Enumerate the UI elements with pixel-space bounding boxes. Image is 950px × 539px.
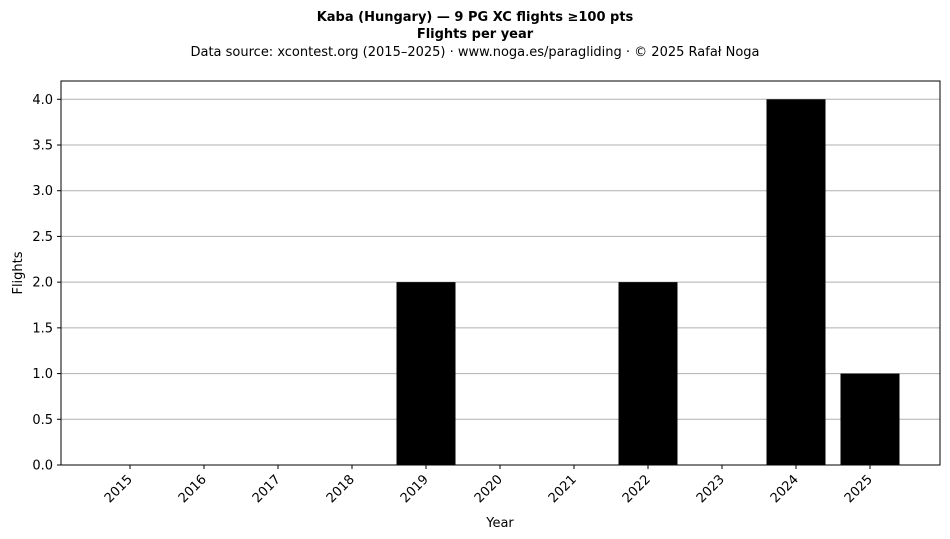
chart-source-note: Data source: xcontest.org (2015–2025) · … (190, 45, 759, 60)
y-tick-label: 3.0 (32, 184, 53, 199)
grid-lines (61, 98, 940, 420)
y-tick-label: 1.5 (32, 321, 53, 336)
y-tick-label: 3.5 (32, 139, 53, 154)
x-tick-label: 2022 (620, 472, 654, 506)
x-tick-label: 2018 (324, 472, 358, 506)
x-tick-label: 2020 (472, 472, 506, 506)
x-tick-label: 2025 (842, 472, 876, 506)
y-axis-label: Flights (11, 251, 26, 294)
x-tick-label: 2016 (176, 472, 210, 506)
x-tick-label: 2024 (768, 472, 802, 506)
bar-2025 (840, 373, 900, 465)
chart-subtitle: Flights per year (417, 27, 534, 42)
y-tick-label: 2.5 (32, 230, 53, 245)
y-tick-label: 2.0 (32, 276, 53, 291)
x-tick-label: 2023 (694, 472, 728, 506)
x-tick-label: 2019 (398, 472, 432, 506)
x-tick-label: 2017 (250, 472, 284, 506)
bar-2024 (766, 99, 826, 466)
chart-title: Kaba (Hungary) — 9 PG XC flights ≥100 pt… (317, 10, 634, 25)
y-tick-label: 4.0 (32, 93, 53, 108)
bar-2022 (618, 282, 678, 465)
bars (396, 99, 900, 466)
x-axis-label: Year (485, 516, 514, 531)
y-tick-label: 0.5 (32, 413, 53, 428)
y-tick-label: 0.0 (32, 459, 53, 474)
y-tick-label: 1.0 (32, 367, 53, 382)
x-tick-label: 2015 (102, 472, 136, 506)
x-tick-label: 2021 (546, 472, 580, 506)
bar-2019 (396, 282, 456, 465)
x-axis: 2015 2016 2017 2018 2019 2020 2021 2022 2023 2024… (102, 465, 876, 506)
y-axis: 0.0 0.5 1.0 1.5 2.0 2.5 3.0 3.5 4.0 (32, 93, 61, 474)
